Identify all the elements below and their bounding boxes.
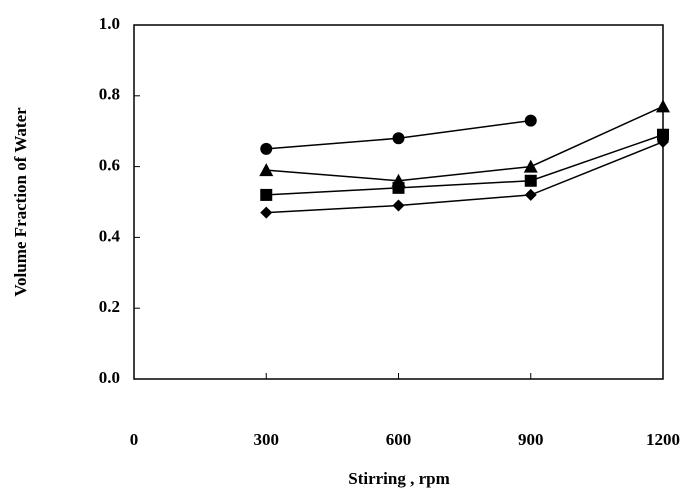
marker: [657, 128, 669, 141]
x-tick-label: 300: [254, 430, 280, 449]
y-tick-label: 0.8: [99, 85, 120, 104]
series-line: [266, 105, 664, 182]
y-tick-label: 0.0: [99, 368, 120, 387]
y-tick-label: 0.4: [99, 226, 121, 245]
marker: [657, 135, 669, 148]
marker: [524, 114, 537, 127]
y-tick-label: 0.2: [99, 297, 120, 316]
x-tick-label: 0: [130, 430, 139, 449]
marker: [392, 199, 405, 212]
marker: [656, 99, 670, 113]
marker: [260, 188, 273, 201]
marker: [392, 132, 405, 145]
y-axis-label: Volume Fraction of Water: [11, 107, 30, 297]
marker: [392, 181, 405, 194]
series-line: [266, 141, 664, 214]
x-tick-label: 1200: [646, 430, 680, 449]
marker: [523, 159, 538, 173]
x-axis-label: Stirring , rpm: [348, 469, 450, 488]
marker: [259, 163, 274, 177]
marker: [524, 188, 537, 201]
series-line: [266, 134, 664, 196]
x-tick-label: 900: [518, 430, 544, 449]
x-tick-label: 600: [386, 430, 412, 449]
marker: [260, 206, 273, 219]
y-tick-label: 0.6: [99, 156, 120, 175]
marker: [524, 174, 537, 187]
marker: [260, 142, 273, 155]
y-tick-label: 1.0: [99, 14, 120, 33]
